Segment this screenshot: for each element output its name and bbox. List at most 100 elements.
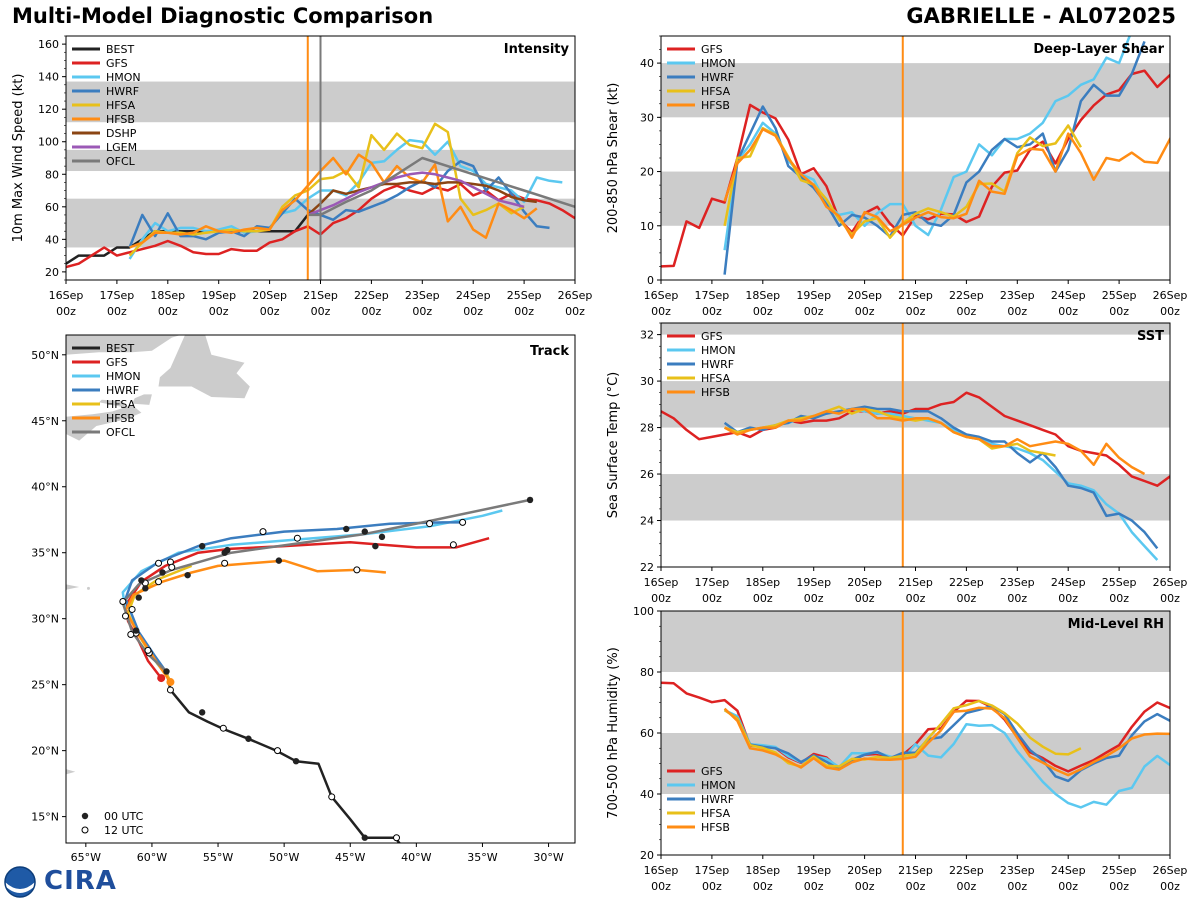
y-tick-label: 24	[640, 515, 654, 528]
marker-12utc	[426, 520, 434, 528]
marker-12utc	[219, 724, 227, 732]
x-tick-day: 24Sep	[1051, 576, 1086, 589]
legend-label-hwrf: HWRF	[106, 85, 139, 98]
x-tick-day: 23Sep	[1000, 289, 1035, 302]
time-legend-12utc-label: 12 UTC	[104, 824, 144, 837]
x-tick-day: 18Sep	[745, 576, 780, 589]
x-tick-hour: 00z	[957, 880, 977, 893]
x-tick-hour: 00z	[1007, 592, 1027, 605]
x-tick-label: 30°W	[533, 851, 563, 864]
track-best-line	[165, 671, 401, 843]
band-1	[661, 63, 1170, 118]
legend-label-hfsa: HFSA	[701, 85, 731, 98]
x-tick-hour: 00z	[260, 305, 280, 318]
noaa-logo-icon	[4, 866, 36, 898]
legend-label-hfsb: HFSB	[701, 821, 730, 834]
y-tick-label: 35°N	[31, 547, 59, 560]
bermuda	[86, 586, 90, 590]
legend-label-hwrf: HWRF	[701, 358, 734, 371]
x-tick-hour: 00z	[702, 305, 722, 318]
x-tick-day: 16Sep	[644, 864, 679, 877]
series-hwrf-line	[128, 160, 550, 248]
track-gfs-line	[124, 536, 490, 679]
marker-00utc	[198, 542, 206, 550]
y-tick-label: 20	[640, 166, 654, 179]
legend-label-hfsa: HFSA	[701, 372, 731, 385]
legend-label-hwrf: HWRF	[701, 71, 734, 84]
x-tick-hour: 00z	[1007, 305, 1027, 318]
legend-label-hfsb: HFSB	[701, 99, 730, 112]
land-mass-0	[158, 335, 250, 399]
marker-12utc	[155, 578, 163, 586]
series-ofcl-line	[307, 156, 575, 217]
x-tick-hour: 00z	[753, 880, 773, 893]
legend-label-dshp: DSHP	[106, 127, 137, 140]
series-hfsb-line	[723, 128, 1170, 239]
series-hwrf-line	[723, 704, 1170, 783]
x-tick-hour: 00z	[906, 592, 926, 605]
x-tick-day: 22Sep	[949, 576, 984, 589]
y-axis-label: 700-500 hPa Humidity (%)	[606, 647, 621, 819]
y-tick-label: 15°N	[31, 811, 59, 824]
y-axis-label: 10m Max Wind Speed (kt)	[11, 74, 26, 243]
x-tick-day: 17Sep	[695, 576, 730, 589]
marker-00utc	[221, 549, 228, 556]
legend-label-gfs: GFS	[701, 330, 723, 343]
x-tick-day: 24Sep	[1051, 864, 1086, 877]
series-hwrf-line	[723, 40, 1146, 275]
y-tick-label: 100	[633, 605, 654, 618]
x-tick-hour: 00z	[1109, 880, 1129, 893]
x-tick-day: 16Sep	[49, 289, 84, 302]
land-mass-4	[66, 335, 181, 355]
x-tick-day: 19Sep	[201, 289, 236, 302]
band-1	[661, 611, 1170, 672]
x-tick-label: 50°W	[269, 851, 299, 864]
y-tick-label: 10	[640, 220, 654, 233]
x-tick-hour: 00z	[702, 880, 722, 893]
series-hfsb-line	[129, 153, 538, 249]
legend-label-best: BEST	[106, 43, 134, 56]
x-tick-day: 25Sep	[1102, 576, 1137, 589]
legend-label-gfs: GFS	[106, 57, 128, 70]
x-tick-day: 22Sep	[949, 289, 984, 302]
y-tick-label: 140	[38, 71, 59, 84]
legend-label-gfs: GFS	[701, 765, 723, 778]
marker-12utc	[259, 528, 267, 536]
marker-00utc	[526, 496, 534, 504]
marker-12utc	[449, 541, 457, 549]
legend-label-hmon: HMON	[106, 71, 141, 84]
y-tick-label: 32	[640, 329, 654, 342]
x-tick-hour: 00z	[804, 592, 824, 605]
marker-12utc	[274, 747, 282, 755]
marker-gfs-start	[157, 674, 166, 683]
x-tick-day: 23Sep	[1000, 864, 1035, 877]
y-tick-label: 20	[640, 849, 654, 862]
x-tick-day: 18Sep	[745, 289, 780, 302]
x-tick-hour: 00z	[1109, 592, 1129, 605]
legend-label-best: BEST	[106, 342, 134, 355]
y-tick-label: 80	[640, 666, 654, 679]
series-dshp-line	[306, 181, 537, 216]
marker-12utc	[155, 559, 163, 567]
y-tick-label: 40	[640, 57, 654, 70]
x-tick-hour: 00z	[906, 880, 926, 893]
x-tick-day: 25Sep	[507, 289, 542, 302]
series-hfsb-line	[723, 706, 1170, 777]
series-best-line	[66, 214, 309, 265]
panel-title: Deep-Layer Shear	[1033, 42, 1164, 57]
land-mass-2	[132, 394, 152, 405]
x-tick-hour: 00z	[1058, 880, 1078, 893]
storm-id: GABRIELLE - AL072025	[906, 4, 1176, 28]
x-tick-hour: 00z	[651, 305, 671, 318]
land-mass-5	[66, 584, 80, 590]
marker-00utc	[138, 577, 145, 584]
x-tick-hour: 00z	[1007, 880, 1027, 893]
y-tick-label: 20°N	[31, 745, 59, 758]
x-tick-hour: 00z	[209, 305, 229, 318]
panel-intensity: 20 40 60 80 100 120 140 160 16Sep 00z 17Sep 00z 18Se…	[11, 35, 592, 318]
series-gfs-line	[661, 391, 1170, 487]
cira-logo: CIRA	[4, 866, 116, 898]
x-tick-day: 26Sep	[1153, 289, 1188, 302]
legend-label-hwrf: HWRF	[106, 384, 139, 397]
x-tick-day: 22Sep	[949, 864, 984, 877]
